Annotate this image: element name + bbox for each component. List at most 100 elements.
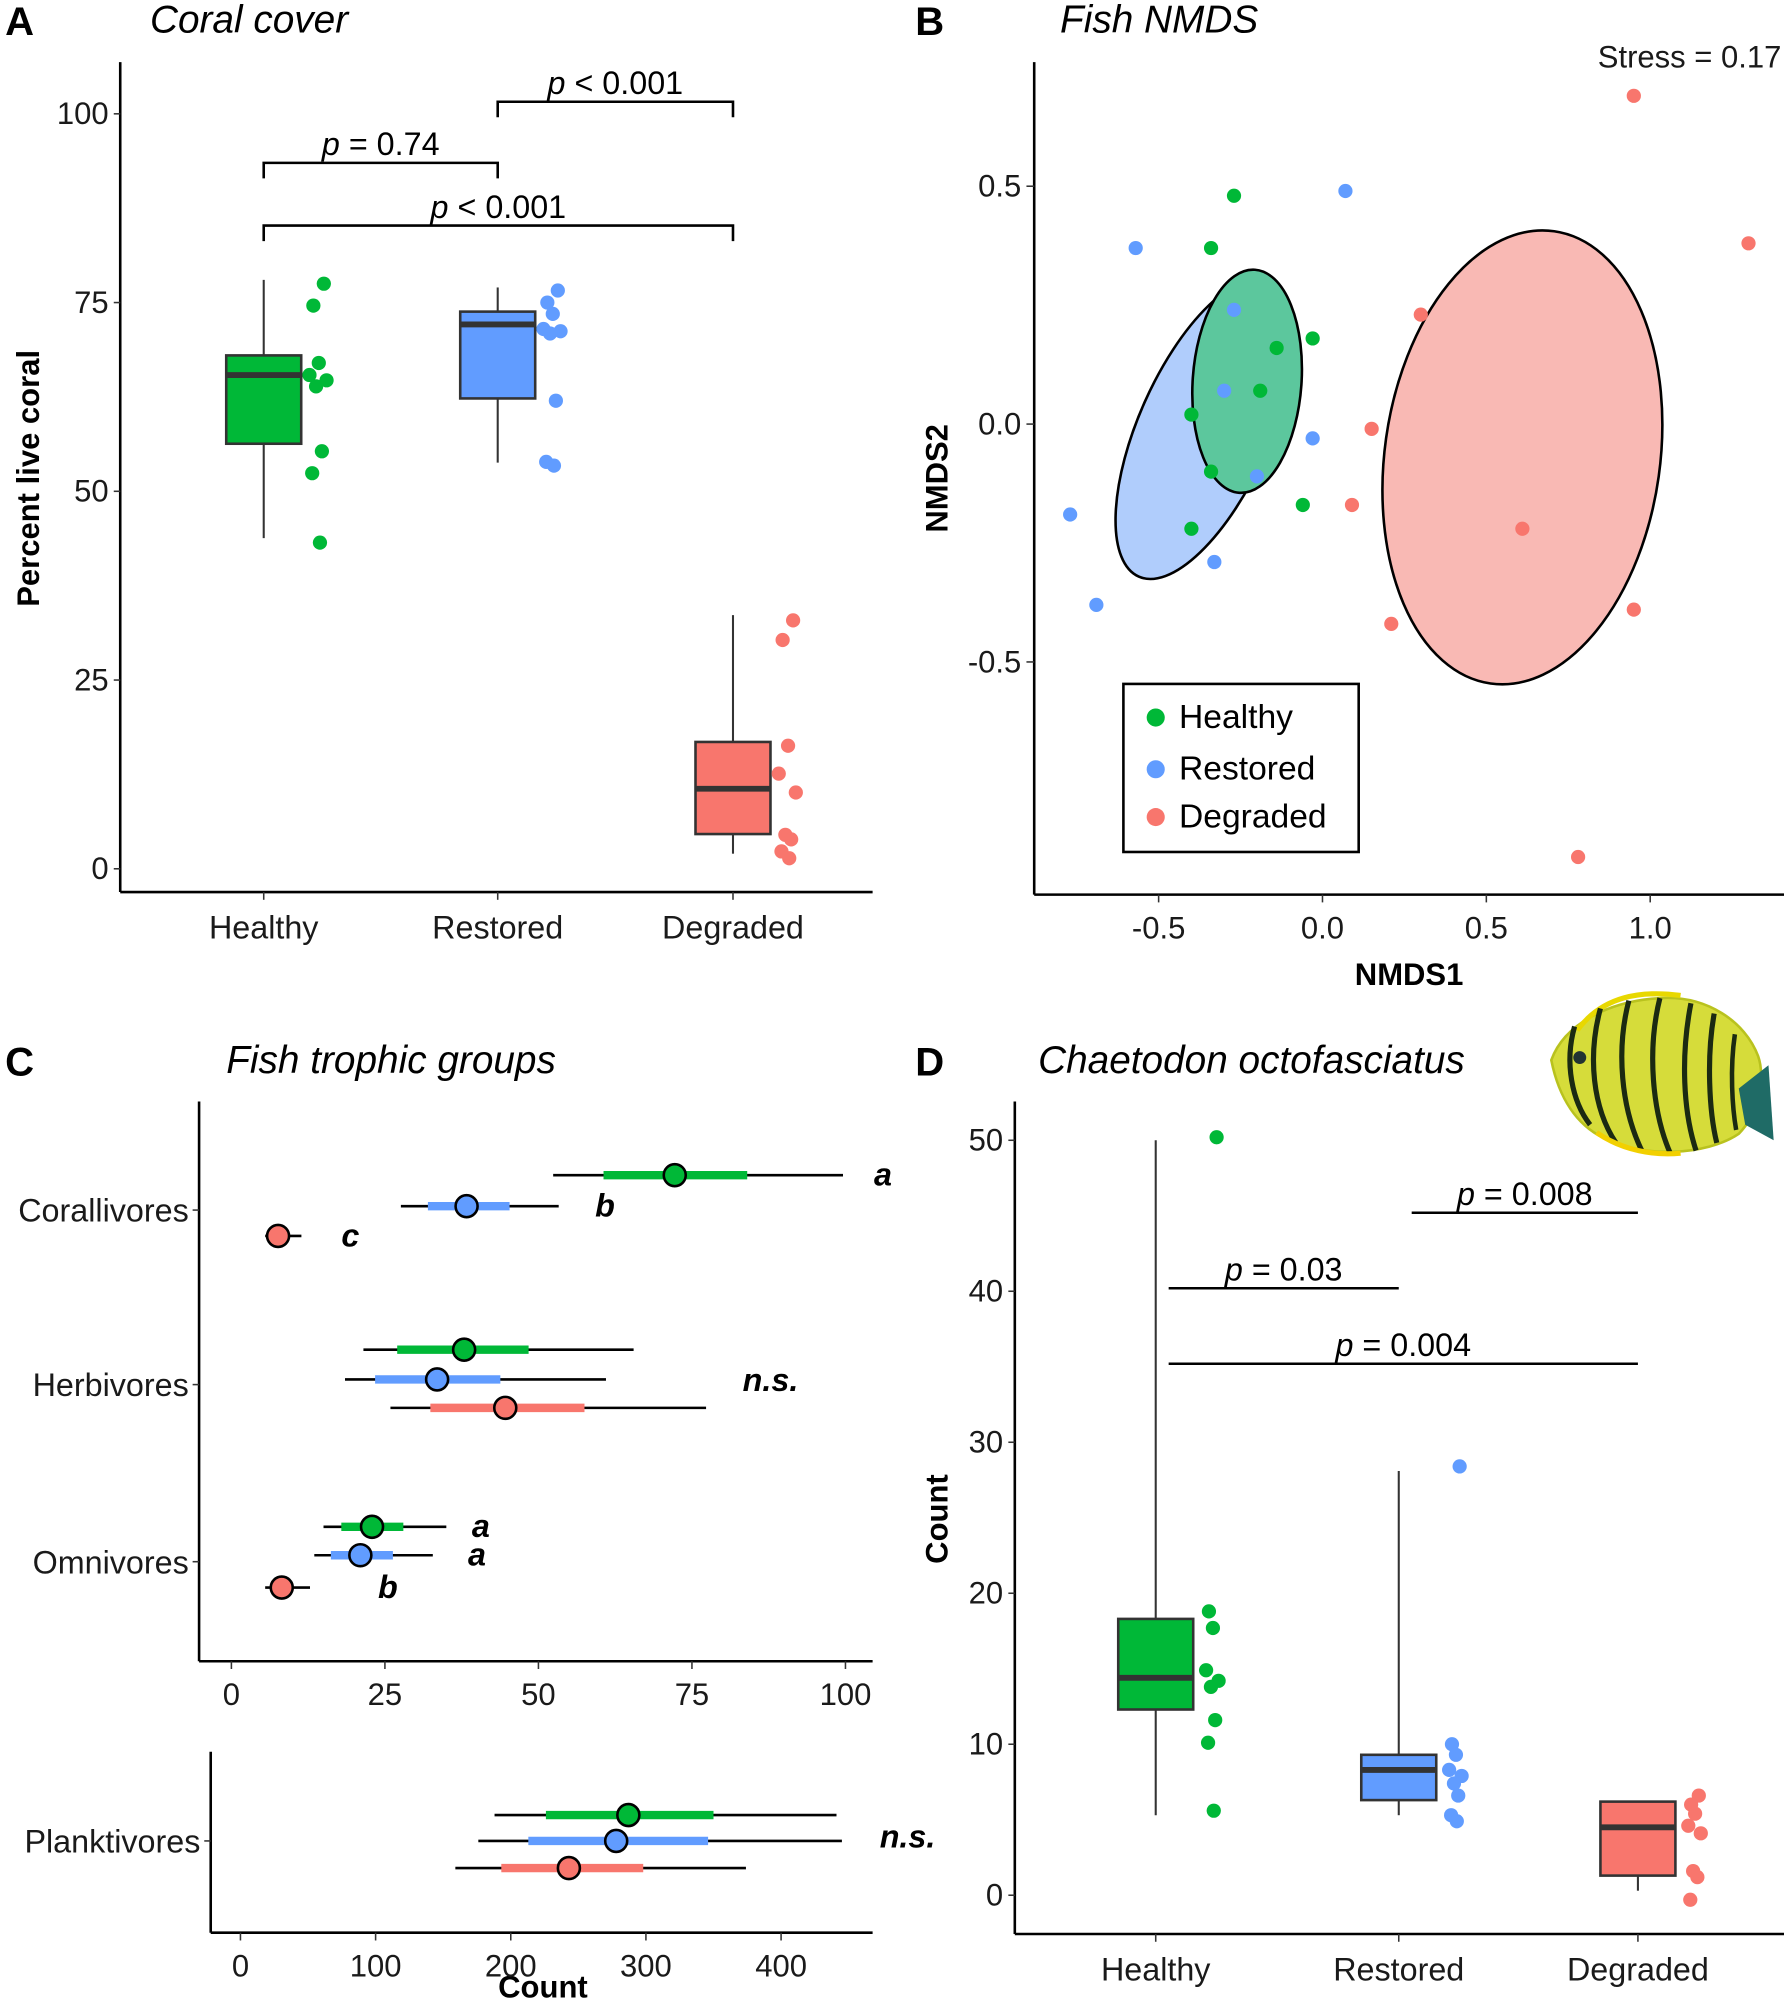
data-point-healthy	[1184, 407, 1199, 422]
panel-c-title: Fish trophic groups	[226, 1039, 556, 1082]
data-point-degraded	[1364, 421, 1379, 436]
data-point-healthy	[314, 444, 330, 459]
p-value: = 0.03	[1243, 1251, 1343, 1287]
data-point-restored	[1249, 469, 1265, 484]
x-tick-label: -0.5	[1132, 911, 1185, 946]
panel-d-title: Chaetodon octofasciatus	[1038, 1039, 1465, 1082]
mean-point	[454, 1193, 479, 1219]
data-point-degraded	[785, 613, 801, 628]
data-point-degraded	[788, 785, 803, 800]
data-point-healthy	[1206, 1803, 1221, 1818]
data-point-degraded	[1626, 88, 1641, 103]
x-tick-label: 400	[755, 1949, 807, 1984]
panel-d-y-axis-title: Count	[920, 1474, 955, 1564]
p-value: = 0.74	[340, 126, 440, 162]
y-tick-label: 40	[969, 1274, 1004, 1309]
box-degraded	[1599, 1800, 1677, 1877]
data-point-degraded	[784, 832, 799, 847]
significance-bracket	[496, 100, 735, 118]
x-tick-label: 100	[350, 1949, 402, 1984]
data-point-degraded	[1683, 1892, 1698, 1907]
data-point-restored	[1128, 240, 1143, 256]
y-tick-label: 25	[74, 662, 109, 697]
mean-point	[359, 1514, 385, 1540]
fish-stripe	[1706, 1013, 1720, 1144]
data-point-restored	[1452, 1459, 1467, 1474]
box-healthy	[224, 354, 303, 446]
data-point-degraded	[1681, 1818, 1696, 1833]
data-point-restored	[540, 295, 555, 310]
x-tick-label-healthy: Healthy	[1101, 1952, 1211, 1988]
p-value-label: p = 0.004	[1334, 1327, 1471, 1363]
category-label-omnivores: Omnivores	[33, 1544, 189, 1580]
ellipse-healthy	[1190, 268, 1304, 495]
x-tick-label: 100	[820, 1677, 872, 1712]
data-point-restored	[1448, 1747, 1464, 1762]
butterflyfish-icon	[1549, 991, 1774, 1157]
p-symbol: p	[1334, 1327, 1353, 1363]
panel-letter-c: C	[5, 1041, 34, 1085]
data-point-restored	[545, 306, 560, 321]
fish-eye	[1573, 1051, 1587, 1064]
legend-label-healthy: Healthy	[1179, 699, 1293, 736]
mean-point	[556, 1855, 582, 1881]
data-point-healthy	[1295, 497, 1310, 513]
y-tick-label: 75	[74, 285, 109, 320]
data-point-degraded	[1413, 307, 1428, 322]
panel-letter-a: A	[5, 0, 34, 44]
x-tick-label: 1.0	[1629, 911, 1672, 946]
data-point-degraded	[1741, 236, 1756, 251]
pointrange-planktivores-restored	[478, 1828, 842, 1854]
panel-a: A Coral cover Percent live coral 0 25 50 75…	[5, 0, 873, 946]
panel-letter-d: D	[915, 1041, 944, 1085]
data-point-restored	[1063, 507, 1078, 522]
y-tick-label: 50	[74, 474, 109, 509]
panel-b: B Fish NMDS Stress = 0.17 NMDS1 NMDS2 -0…	[915, 0, 1784, 992]
data-point-healthy	[1184, 521, 1199, 536]
x-tick-label: 50	[521, 1677, 556, 1712]
fish-dorsal-fin	[1575, 991, 1681, 1032]
mean-point	[492, 1395, 518, 1421]
significance-letter: a	[874, 1157, 892, 1193]
data-point-healthy	[1253, 383, 1268, 398]
data-point-healthy	[1305, 331, 1320, 346]
data-point-degraded	[1570, 849, 1586, 865]
pointrange-herbivores-healthy	[363, 1337, 634, 1362]
data-point-degraded	[1626, 602, 1641, 617]
data-point-healthy	[1200, 1735, 1216, 1750]
p-value-label: p < 0.001	[430, 189, 567, 225]
category-label-herbivores: Herbivores	[33, 1367, 189, 1403]
panel-b-plot: -0.5 0.0 0.5 1.0 -0.5 0.0 0.5	[968, 62, 1784, 946]
data-point-restored	[548, 393, 563, 408]
fish-stripe	[1619, 999, 1645, 1152]
data-point-degraded	[1515, 521, 1530, 536]
p-symbol: p	[430, 189, 449, 225]
pointrange-corallivores-healthy	[553, 1162, 844, 1188]
y-tick-label: -0.5	[968, 644, 1021, 679]
pointrange-omnivores-healthy	[323, 1514, 447, 1540]
fish-stripe	[1681, 1002, 1699, 1152]
data-point-restored	[542, 326, 558, 341]
pointrange-corallivores-restored	[400, 1193, 559, 1219]
data-point-restored	[1226, 302, 1242, 318]
pointrange-omnivores-restored	[314, 1542, 433, 1568]
p-symbol: p	[547, 65, 566, 101]
panel-b-title: Fish NMDS	[1060, 0, 1258, 41]
data-point-healthy	[312, 535, 328, 550]
category-label-corallivores: Corallivores	[18, 1193, 189, 1229]
pointrange-planktivores-degraded	[455, 1855, 746, 1881]
y-tick-label: 20	[969, 1576, 1004, 1611]
data-point-restored	[1089, 597, 1104, 612]
y-tick-label: 100	[57, 96, 109, 131]
significance-letter: a	[472, 1508, 490, 1544]
p-value: = 0.008	[1475, 1176, 1593, 1212]
x-tick-label-healthy: Healthy	[209, 910, 319, 946]
box-healthy	[1116, 1617, 1195, 1711]
significance-letter: c	[341, 1217, 359, 1253]
p-symbol: p	[1224, 1251, 1243, 1287]
panel-b-x-axis-title: NMDS1	[1355, 957, 1464, 992]
p-symbol: p	[321, 126, 340, 162]
panel-letter-b: B	[915, 0, 944, 44]
p-value: < 0.001	[449, 189, 567, 225]
pointrange-herbivores-degraded	[390, 1395, 707, 1421]
